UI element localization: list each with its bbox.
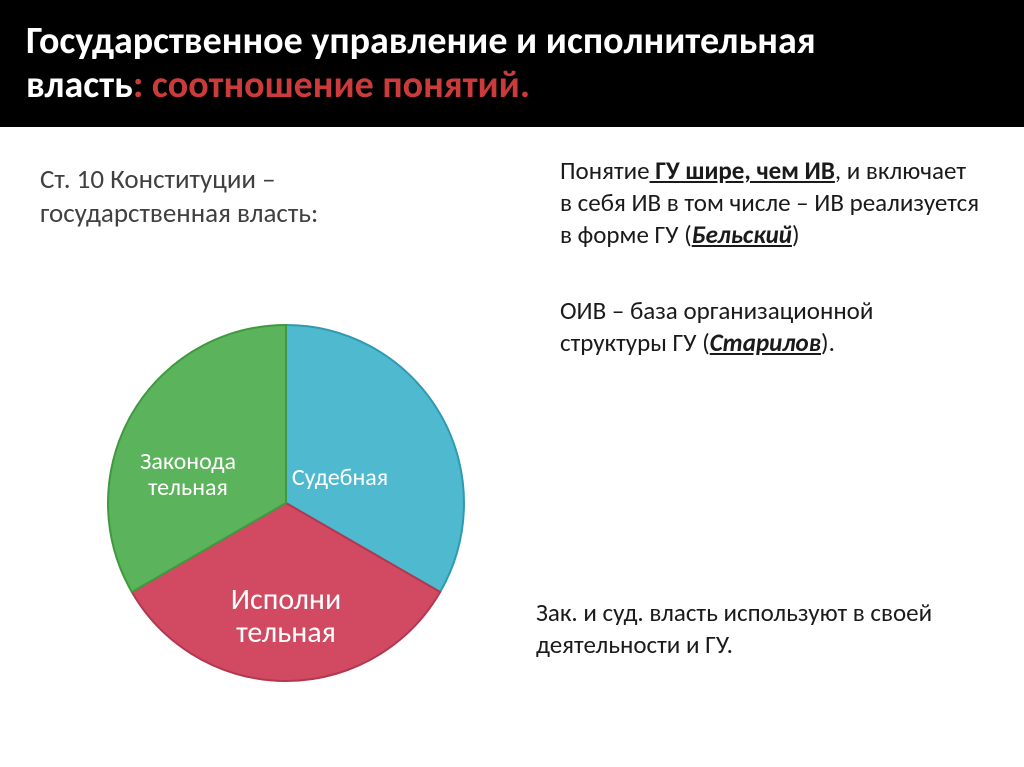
subtitle: Ст. 10 Конституции – государственная вла… — [40, 163, 520, 231]
p1-d: Бельский — [692, 219, 792, 250]
p1-b: ГУ шире, чем ИВ — [650, 155, 835, 186]
pie-slice-label: Судебная — [260, 465, 420, 491]
subtitle-line1: Ст. 10 Конституции – — [40, 163, 276, 196]
left-column: Ст. 10 Конституции – государственная вла… — [40, 163, 520, 231]
right-column: Понятие ГУ шире, чем ИВ, и включает в се… — [560, 155, 980, 403]
paragraph-1: Понятие ГУ шире, чем ИВ, и включает в се… — [560, 155, 980, 251]
title-bar: Государственное управление и исполнитель… — [0, 0, 1024, 127]
paragraph-3: Зак. и суд. власть используют в своей де… — [536, 597, 996, 661]
pie-slice-label: Законодательная — [108, 449, 268, 502]
p1-a: Понятие — [560, 155, 650, 186]
title-line2-b: : соотношение понятий. — [133, 62, 530, 108]
paragraph-2: ОИВ – база организационной структуры ГУ … — [560, 295, 980, 359]
p2-c: ). — [821, 327, 835, 358]
p2-b: Старилов — [710, 327, 821, 358]
title-line1: Государственное управление и исполнитель… — [26, 18, 816, 64]
slide-title: Государственное управление и исполнитель… — [26, 20, 998, 107]
p1-e: ) — [792, 219, 800, 250]
title-line2-a: власть — [26, 62, 133, 108]
slide: Государственное управление и исполнитель… — [0, 0, 1024, 767]
pie-slice-label: Исполнительная — [206, 583, 366, 649]
content-area: Ст. 10 Конституции – государственная вла… — [0, 127, 1024, 754]
pie-chart: ЗаконодательнаяСудебная Исполнительная — [96, 313, 476, 693]
subtitle-line2: государственная власть: — [40, 197, 318, 230]
bottom-text: Зак. и суд. власть используют в своей де… — [536, 597, 932, 660]
